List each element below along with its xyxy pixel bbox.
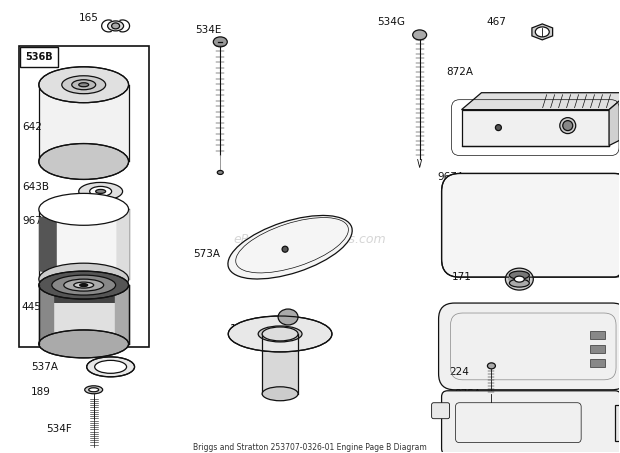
Ellipse shape xyxy=(39,144,128,179)
Text: 537A: 537A xyxy=(31,362,58,372)
Ellipse shape xyxy=(62,76,105,94)
Text: 171: 171 xyxy=(451,272,471,282)
Ellipse shape xyxy=(413,30,427,40)
Ellipse shape xyxy=(89,388,99,392)
Text: 534F: 534F xyxy=(46,424,71,434)
Ellipse shape xyxy=(108,21,123,31)
Ellipse shape xyxy=(228,316,332,352)
Ellipse shape xyxy=(505,268,533,290)
Text: 445A: 445A xyxy=(22,302,49,312)
Bar xyxy=(39,285,128,344)
Text: 534E: 534E xyxy=(195,25,222,35)
Polygon shape xyxy=(609,93,620,145)
Polygon shape xyxy=(459,257,620,275)
Bar xyxy=(590,345,605,353)
Polygon shape xyxy=(461,370,620,386)
Ellipse shape xyxy=(510,279,529,287)
Ellipse shape xyxy=(85,386,103,394)
Ellipse shape xyxy=(39,263,128,295)
Ellipse shape xyxy=(487,363,495,369)
Ellipse shape xyxy=(217,170,223,174)
Ellipse shape xyxy=(64,279,104,291)
Text: 534G: 534G xyxy=(377,17,405,27)
Text: 967A: 967A xyxy=(438,173,464,183)
Ellipse shape xyxy=(228,216,352,279)
Ellipse shape xyxy=(52,275,115,295)
Text: 165: 165 xyxy=(79,13,99,23)
Bar xyxy=(262,334,298,394)
Ellipse shape xyxy=(87,357,135,377)
Bar xyxy=(510,275,529,283)
Ellipse shape xyxy=(510,272,529,286)
Text: 875A: 875A xyxy=(454,389,482,399)
Polygon shape xyxy=(614,185,620,261)
Text: 642: 642 xyxy=(22,121,42,132)
Ellipse shape xyxy=(262,327,298,341)
Ellipse shape xyxy=(258,326,302,342)
Ellipse shape xyxy=(262,387,298,401)
Ellipse shape xyxy=(80,284,87,287)
Polygon shape xyxy=(461,93,620,110)
Bar xyxy=(39,285,128,303)
Ellipse shape xyxy=(563,120,573,130)
FancyBboxPatch shape xyxy=(432,403,450,419)
Text: 872A: 872A xyxy=(446,67,474,77)
Bar xyxy=(39,85,128,161)
Text: 536B: 536B xyxy=(25,52,53,62)
Ellipse shape xyxy=(282,246,288,252)
Ellipse shape xyxy=(495,125,502,130)
Ellipse shape xyxy=(213,37,228,47)
Ellipse shape xyxy=(79,183,123,200)
Ellipse shape xyxy=(39,330,128,358)
Text: 445B: 445B xyxy=(450,304,477,314)
Ellipse shape xyxy=(90,187,112,197)
Text: 643B: 643B xyxy=(22,183,49,193)
FancyBboxPatch shape xyxy=(438,303,620,390)
Ellipse shape xyxy=(39,271,128,299)
Text: 224: 224 xyxy=(450,367,469,377)
Text: 189: 189 xyxy=(31,387,51,397)
Polygon shape xyxy=(461,110,609,145)
Text: 467: 467 xyxy=(487,17,507,27)
Text: Briggs and Stratton 253707-0326-01 Engine Page B Diagram: Briggs and Stratton 253707-0326-01 Engin… xyxy=(193,443,427,452)
Ellipse shape xyxy=(72,80,95,90)
Ellipse shape xyxy=(79,83,89,87)
Polygon shape xyxy=(39,213,57,275)
FancyBboxPatch shape xyxy=(441,173,620,277)
Text: 967: 967 xyxy=(22,216,42,226)
Ellipse shape xyxy=(74,282,94,288)
Ellipse shape xyxy=(560,118,576,134)
Ellipse shape xyxy=(278,309,298,325)
Ellipse shape xyxy=(95,189,105,193)
Bar xyxy=(20,47,58,67)
Ellipse shape xyxy=(39,67,128,103)
Text: eReplacementParts.com: eReplacementParts.com xyxy=(234,233,386,246)
Bar xyxy=(590,359,605,367)
Text: 573A: 573A xyxy=(193,249,220,259)
Ellipse shape xyxy=(515,276,525,282)
Polygon shape xyxy=(615,405,620,441)
Ellipse shape xyxy=(39,193,128,225)
Polygon shape xyxy=(612,317,620,366)
Ellipse shape xyxy=(535,27,549,37)
FancyBboxPatch shape xyxy=(441,391,620,453)
Bar xyxy=(19,46,149,347)
Text: 164: 164 xyxy=(230,324,250,334)
Bar xyxy=(39,209,128,279)
Bar xyxy=(590,331,605,339)
Ellipse shape xyxy=(510,271,529,279)
Ellipse shape xyxy=(112,23,120,29)
Polygon shape xyxy=(532,24,552,40)
Ellipse shape xyxy=(95,361,126,373)
